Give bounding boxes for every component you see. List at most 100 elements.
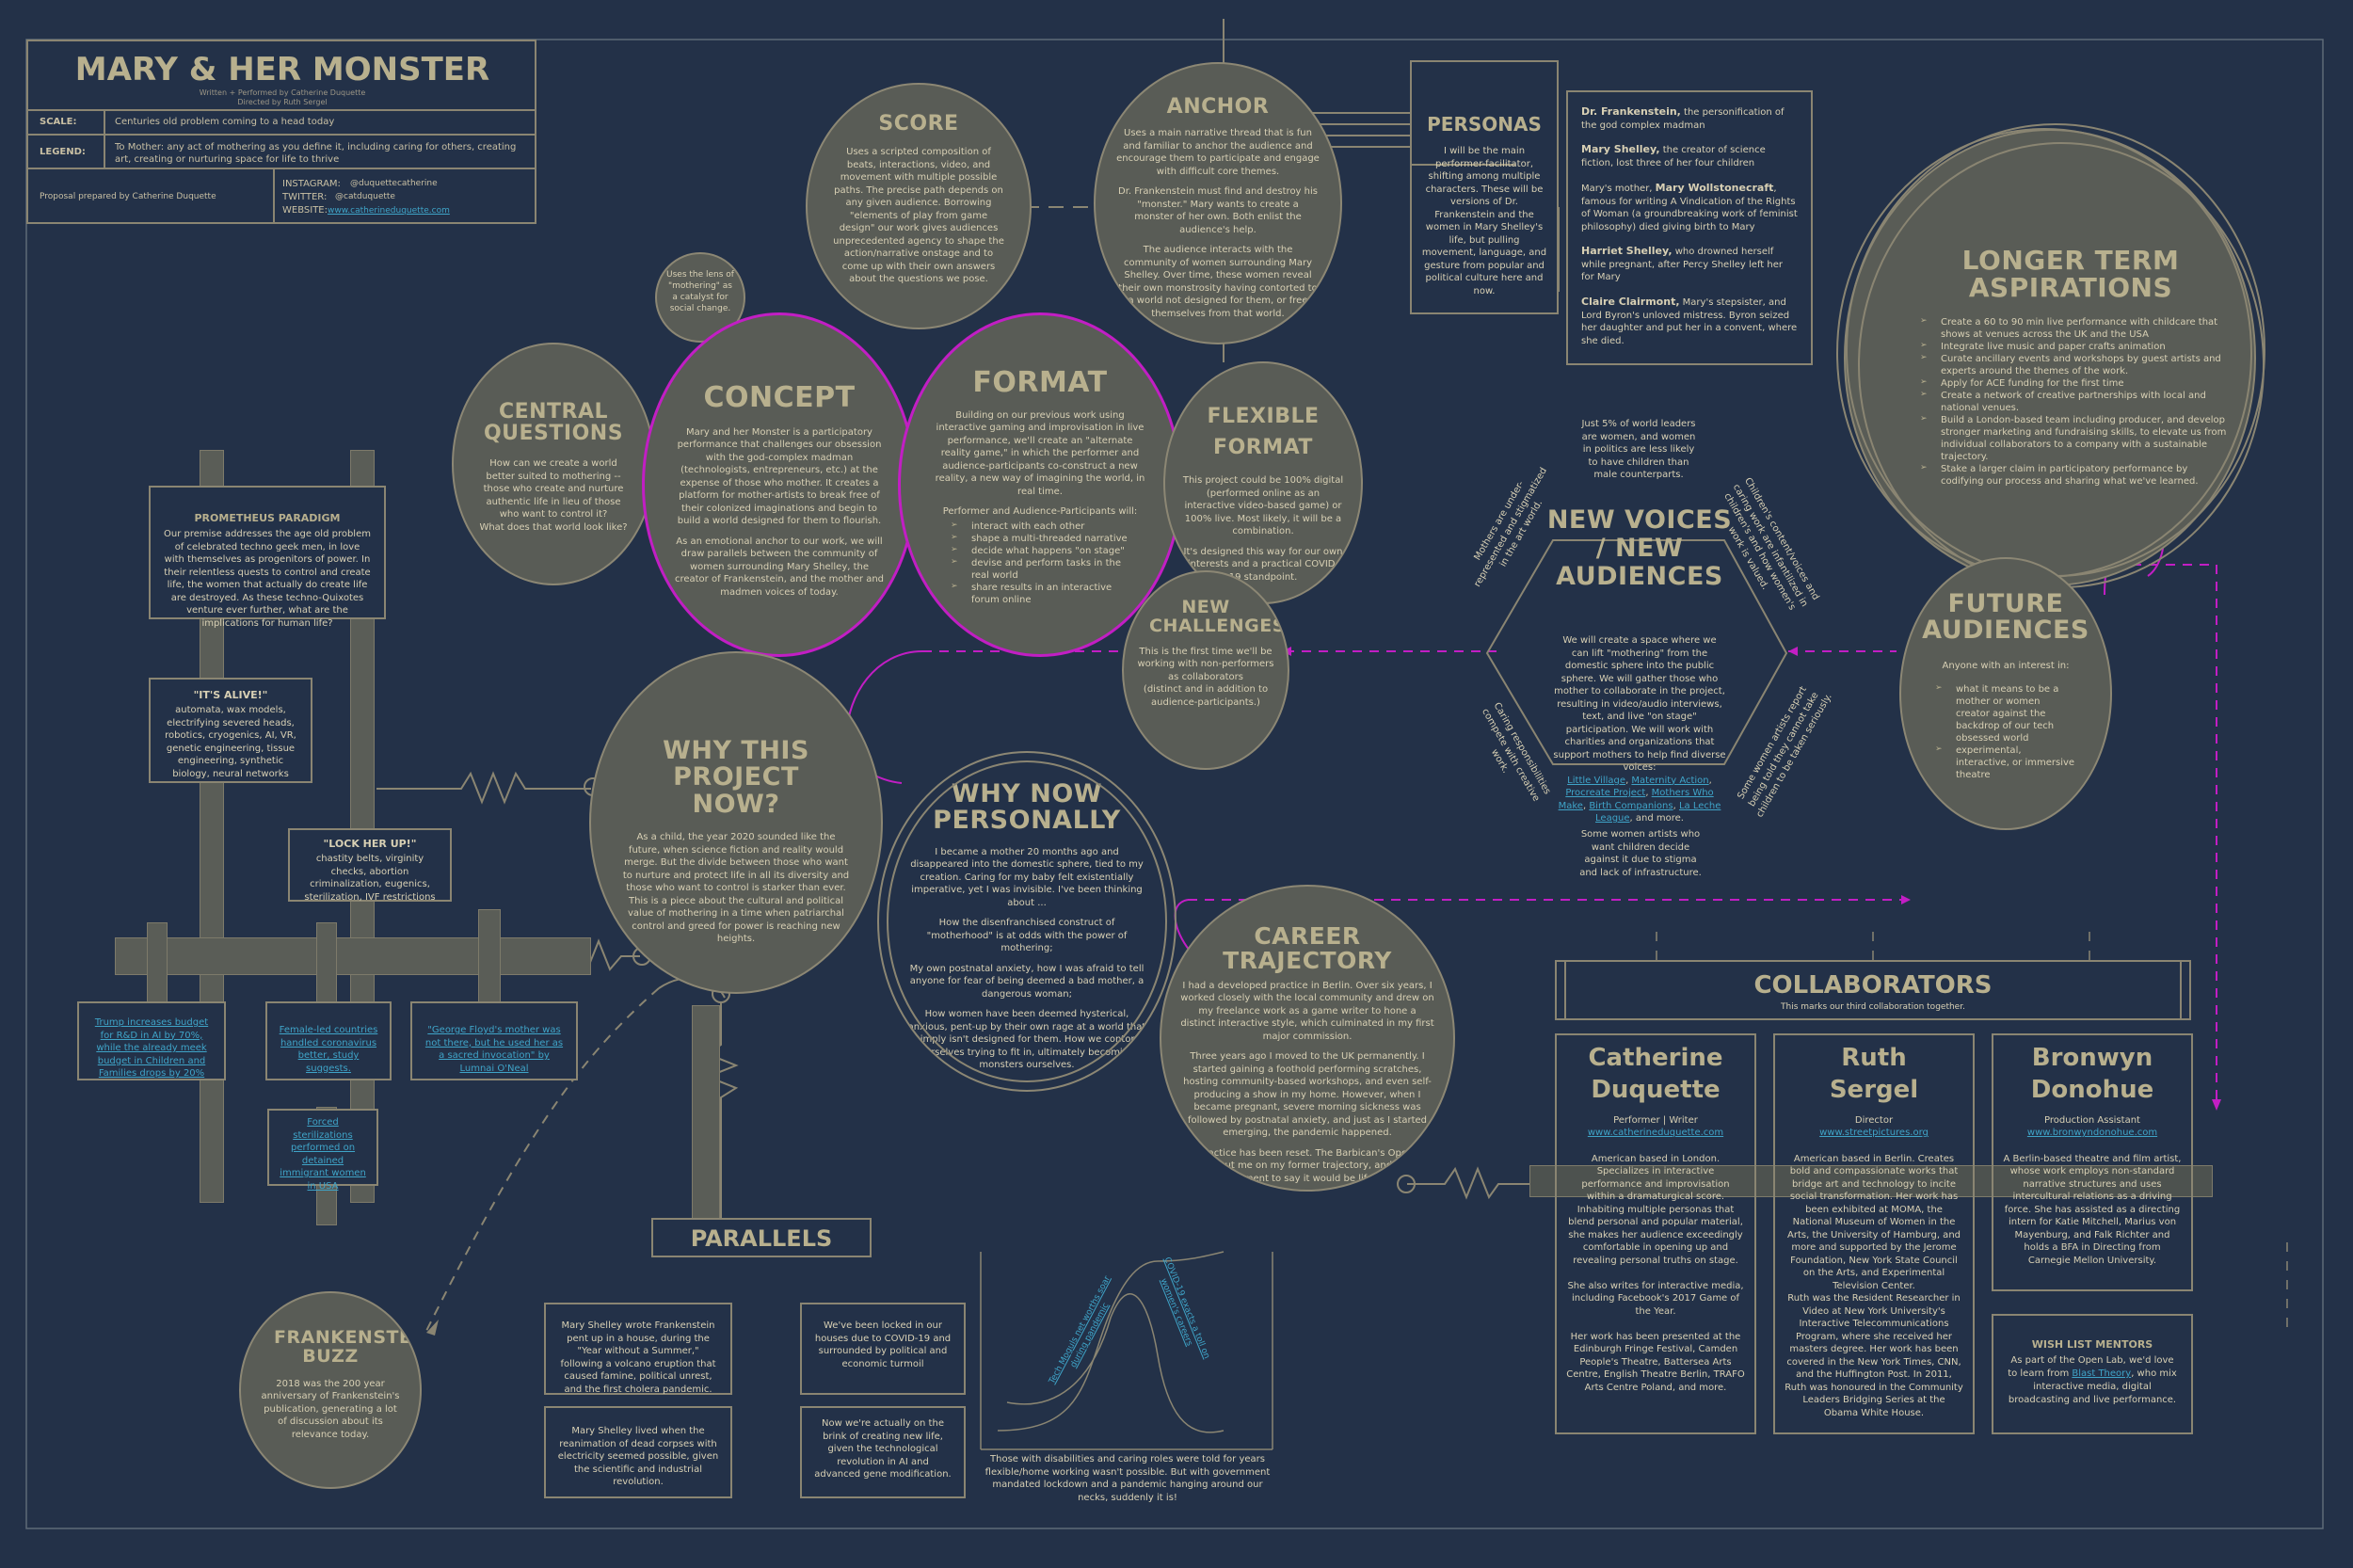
organization-link[interactable]: Birth Companions — [1589, 800, 1673, 811]
prometheus-title: PROMETHEUS PARADIGM — [194, 512, 341, 524]
collaborator-first-name: Ruth — [1841, 1044, 1907, 1072]
credit-written: Written + Performed by Catherine Duquett… — [199, 88, 366, 97]
future-audience-item: experimental, interactive, or immersive … — [1935, 744, 2076, 781]
news-box-4: Forced sterilizations performed on detai… — [267, 1109, 378, 1192]
central-questions-body: How can we create a world better suited … — [479, 458, 628, 533]
parallel-text-3: We've been locked in our houses due to C… — [814, 1320, 952, 1369]
format-item: shape a multi-threaded narrative — [951, 533, 1129, 545]
divider — [2180, 962, 2182, 1020]
crossbar-post-2 — [316, 922, 337, 1012]
collaborator-bio: American based in London. Specializes in… — [1566, 1153, 1745, 1393]
blast-theory-link[interactable]: Blast Theory — [2072, 1368, 2132, 1379]
characters-box: Dr. Frankenstein, the personification of… — [1566, 90, 1813, 365]
credit-directed: Directed by Ruth Sergel — [237, 98, 328, 106]
website-link[interactable]: www.catherineduquette.com — [328, 206, 450, 216]
organization-link[interactable]: La Leche League — [1595, 800, 1721, 824]
character-entry: Harriet Shelley, who drowned herself whi… — [1581, 245, 1798, 284]
lock-her-up-title: "LOCK HER UP!" — [323, 838, 417, 850]
format-body-2: Performer and Audience-Participants will… — [942, 506, 1138, 517]
divider — [1564, 962, 1566, 1020]
format-list: interact with each othershape a multi-th… — [951, 520, 1129, 606]
flexible-format-title: FLEXIBLE FORMAT — [1207, 405, 1320, 459]
wish-list-body-pre: As part of the Open Lab, we'd love to le… — [2008, 1355, 2174, 1379]
prepared-by: Proposal prepared by Catherine Duquette — [40, 192, 216, 201]
concept-body-1: Mary and her Monster is a participatory … — [677, 426, 882, 527]
title-block: MARY & HER MONSTER Written + Performed b… — [26, 40, 536, 224]
organization-link[interactable]: Procreate Project — [1565, 788, 1646, 798]
future-audiences-intro: Anyone with an interest in: — [1942, 660, 2070, 671]
graph-link-womens-careers[interactable]: COVID-19 exacts a toll on women's career… — [1158, 1256, 1211, 1361]
news-link-3[interactable]: "George Floyd's mother was not there, bu… — [424, 1025, 564, 1074]
crossbar-post-1 — [147, 922, 168, 1012]
character-description: Mary's stepsister, and Lord Byron's unlo… — [1581, 296, 1798, 346]
its-alive-title: "IT'S ALIVE!" — [193, 689, 268, 701]
lock-her-up-body: chastity belts, virginity checks, aborti… — [304, 854, 436, 903]
news-link-4[interactable]: Forced sterilizations performed on detai… — [280, 1117, 366, 1192]
parallel-box-1: Mary Shelley wrote Frankenstein pent up … — [544, 1303, 732, 1395]
website-label: WEBSITE: — [282, 205, 328, 216]
anchor-body-2: Dr. Frankenstein must find and destroy h… — [1118, 186, 1318, 235]
its-alive-body: automata, wax models, electrifying sever… — [165, 705, 296, 779]
format-item: interact with each other — [951, 520, 1129, 533]
new-voices-bottom-note: Some women artists who want children dec… — [1579, 829, 1702, 878]
organization-link[interactable]: Maternity Action — [1631, 775, 1709, 786]
new-challenges-circle: NEW CHALLENGES This is the first time we… — [1122, 570, 1289, 770]
collaborator-website-link[interactable]: www.catherineduquette.com — [1587, 1128, 1724, 1139]
news-box-2: Female-led countries handled coronavirus… — [265, 1001, 392, 1080]
format-item: devise and perform tasks in the real wor… — [951, 557, 1129, 582]
personas-title: PERSONAS — [1427, 113, 1542, 136]
why-now-title: WHY THIS PROJECT NOW? — [663, 736, 809, 819]
collaborator-card-bronwyn: Bronwyn Donohue Production Assistant www… — [1992, 1033, 2193, 1291]
aspiration-item: Build a London-based team including prod… — [1920, 414, 2231, 463]
aspirations-title-wrap: LONGER TERM ASPIRATIONS — [1920, 247, 2221, 302]
collaborator-bio: American based in Berlin. Creates bold a… — [1785, 1153, 1963, 1418]
wish-list-body-post: , who mix interactive media, digital bro… — [2008, 1368, 2177, 1405]
new-challenges-body-2: (distinct and in addition to audience-pa… — [1143, 684, 1269, 708]
frankenstein-buzz-title: FRANKENSTEIN BUZZ — [274, 1327, 422, 1367]
new-voices-side-note-bl: Caring responsibilities compete with cre… — [1480, 700, 1553, 804]
character-name: Mary Shelley, — [1581, 143, 1660, 156]
character-description: the creator of science fiction, lost thr… — [1581, 145, 1766, 169]
divider — [28, 109, 535, 111]
flexible-format-body-1: This project could be 100% digital (perf… — [1182, 475, 1344, 536]
character-name: Dr. Frankenstein, — [1581, 105, 1681, 118]
divider — [273, 168, 275, 224]
character-name: Harriet Shelley, — [1581, 245, 1673, 258]
links-end: and more. — [1635, 813, 1684, 824]
instagram-label: INSTAGRAM: — [282, 179, 341, 189]
future-audiences-title: FUTURE AUDIENCES — [1922, 589, 2089, 646]
organization-link[interactable]: Mothers Who Make — [1558, 788, 1714, 811]
scale-label: SCALE: — [40, 117, 77, 127]
format-body-1: Building on our previous work using inte… — [935, 409, 1145, 497]
graph-link-tech-moguls[interactable]: Tech Moguls net worths soar during pande… — [1048, 1274, 1113, 1386]
new-voices-title: NEW VOICES / NEW AUDIENCES — [1546, 505, 1733, 592]
character-description: the personification of the god complex m… — [1581, 107, 1785, 131]
divider — [28, 168, 535, 169]
new-voices-links: Little Village, Maternity Action, Procre… — [1558, 775, 1721, 824]
organization-link[interactable]: Little Village — [1567, 775, 1626, 786]
instagram-handle[interactable]: @duquettecatherine — [350, 179, 438, 188]
parallel-text-4: Now we're actually on the brink of creat… — [814, 1418, 952, 1480]
new-voices-body-wrap: We will create a space where we can lift… — [1553, 634, 1726, 825]
collaborators-beam — [1529, 1165, 2213, 1197]
parallels-box: PARALLELS — [651, 1218, 872, 1257]
central-questions-title: CENTRAL QUESTIONS — [483, 400, 624, 446]
character-entry: Claire Clairmont, Mary's stepsister, and… — [1581, 296, 1798, 347]
news-link-2[interactable]: Female-led countries handled coronavirus… — [279, 1025, 378, 1074]
parallel-box-4: Now we're actually on the brink of creat… — [800, 1406, 966, 1498]
anchor-body-3: The audience interacts with the communit… — [1118, 245, 1318, 319]
collaborator-website-link[interactable]: www.bronwyndonohue.com — [2026, 1128, 2158, 1139]
collaborator-role: Director — [1854, 1114, 1894, 1126]
wish-list-title: WISH LIST MENTORS — [2031, 1338, 2153, 1351]
news-link-1[interactable]: Trump increases budget for R&D in AI by … — [94, 1017, 209, 1079]
collaborator-website-link[interactable]: www.streetpictures.org — [1819, 1128, 1929, 1139]
twitter-handle[interactable]: @catduquette — [335, 192, 395, 201]
format-item: share results in an interactive forum on… — [951, 582, 1129, 606]
news-box-3: "George Floyd's mother was not there, bu… — [410, 1001, 578, 1080]
its-alive-box: "IT'S ALIVE!" automata, wax models, elec… — [149, 678, 312, 783]
wish-list-body: As part of the Open Lab, we'd love to le… — [2005, 1354, 2180, 1407]
collaborator-card-ruth: Ruth Sergel Director www.streetpictures.… — [1773, 1033, 1975, 1434]
anchor-body-1: Uses a main narrative thread that is fun… — [1116, 128, 1320, 177]
aspiration-item: Stake a larger claim in participatory pe… — [1920, 463, 2231, 488]
